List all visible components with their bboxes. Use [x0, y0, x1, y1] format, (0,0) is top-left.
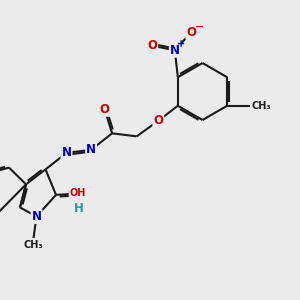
Text: +: +: [177, 39, 185, 49]
Text: N: N: [86, 143, 96, 156]
Text: N: N: [61, 146, 71, 159]
Text: −: −: [195, 22, 204, 32]
Text: CH₃: CH₃: [251, 101, 271, 111]
Text: O: O: [147, 39, 157, 52]
Text: H: H: [74, 202, 83, 215]
Text: OH: OH: [69, 188, 86, 198]
Text: N: N: [32, 210, 41, 223]
Text: O: O: [186, 26, 196, 39]
Text: O: O: [100, 103, 110, 116]
Text: CH₃: CH₃: [24, 239, 43, 250]
Text: N: N: [170, 44, 180, 57]
Text: O: O: [153, 114, 163, 127]
